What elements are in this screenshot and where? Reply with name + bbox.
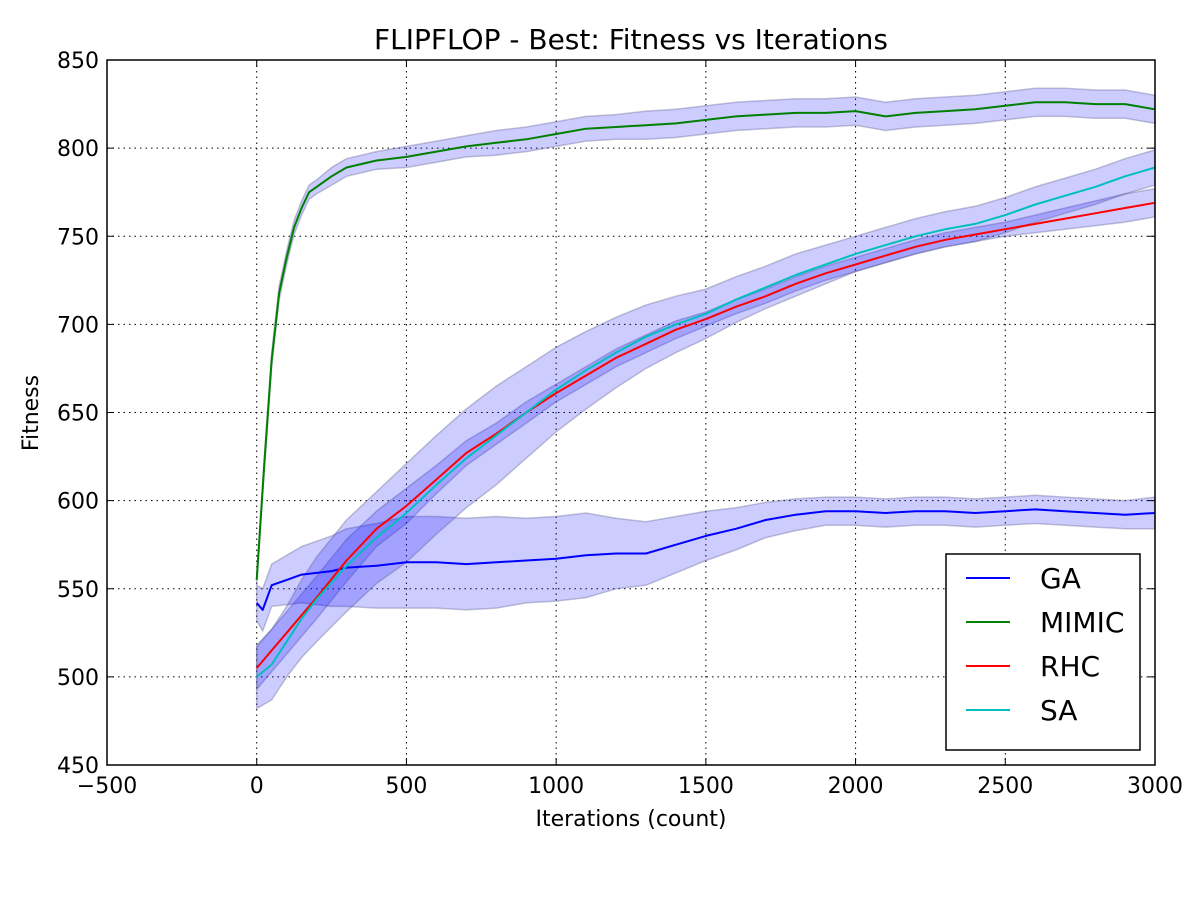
legend-label-sa: SA: [1040, 694, 1077, 727]
y-tick-label: 500: [57, 666, 99, 691]
x-axis-label: Iterations (count): [535, 807, 726, 832]
line-ga: [255, 508, 1156, 611]
y-axis-label: Fitness: [19, 375, 44, 451]
y-tick-label: 450: [57, 754, 99, 779]
legend: GA MIMIC RHC SA: [945, 553, 1141, 751]
chart-title: FLIPFLOP - Best: Fitness vs Iterations: [374, 23, 888, 56]
y-tick-label: 550: [57, 578, 99, 603]
grid: [107, 60, 1155, 765]
legend-box: [945, 553, 1141, 751]
legend-label-ga: GA: [1040, 562, 1081, 595]
x-tick-label: 500: [385, 774, 427, 799]
legend-label-rhc: RHC: [1040, 650, 1100, 683]
line-mimic: [255, 101, 1156, 580]
line-rhc: [255, 201, 1156, 669]
x-tick-label: −500: [77, 774, 137, 799]
x-tick-label: 0: [250, 774, 264, 799]
line-sa: [256, 166, 1156, 678]
x-tick-label: 1000: [528, 774, 584, 799]
y-tick-label: 600: [57, 490, 99, 515]
y-tick-label: 800: [57, 137, 99, 162]
y-tick-label: 850: [57, 49, 99, 74]
y-tick-label: 750: [57, 225, 99, 250]
x-tick-label: 3000: [1127, 774, 1183, 799]
legend-label-mimic: MIMIC: [1040, 606, 1124, 639]
y-tick-label: 650: [57, 402, 99, 427]
x-tick-label: 2500: [977, 774, 1033, 799]
x-tick-label: 2000: [828, 774, 884, 799]
axis-ticks: −500 0 500 1000 1500 2000 2500 3000 450 500 550 600…: [57, 49, 1183, 799]
series-lines: [255, 101, 1156, 678]
x-tick-label: 1500: [678, 774, 734, 799]
y-tick-label: 700: [57, 313, 99, 338]
